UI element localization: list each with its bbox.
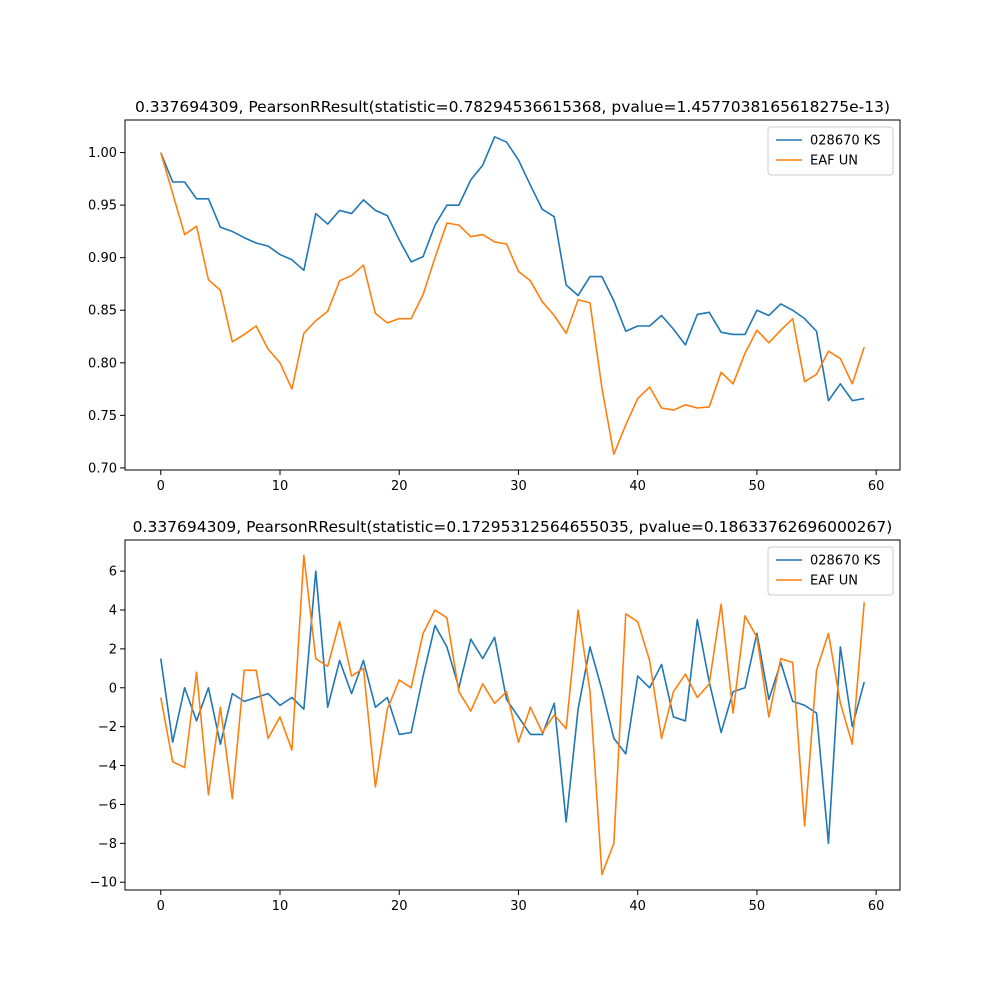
y-tick-label: 0.70 xyxy=(88,461,117,476)
y-tick-label: −2 xyxy=(98,720,117,735)
legend-label: 028670 KS xyxy=(810,554,881,569)
axes-frame xyxy=(124,539,901,891)
series-line-0 xyxy=(159,570,866,845)
y-tick-label: 0 xyxy=(109,681,117,696)
x-tick-label: 40 xyxy=(629,899,646,914)
y-tick-label: 2 xyxy=(109,642,117,657)
y-tick-label: 0.80 xyxy=(88,356,117,371)
x-tick-label: 40 xyxy=(629,479,646,494)
x-tick-label: 20 xyxy=(391,899,408,914)
x-tick-label: 30 xyxy=(510,479,527,494)
series-line-0 xyxy=(160,136,865,402)
y-tick-label: 1.00 xyxy=(88,146,117,161)
chart-top: 0.337694309, PearsonRResult(statistic=0.… xyxy=(88,98,901,494)
legend-label: EAF UN xyxy=(810,574,858,589)
y-tick-label: −10 xyxy=(90,876,117,891)
y-tick-label: 0.95 xyxy=(88,199,117,214)
legend-label: EAF UN xyxy=(810,154,858,169)
y-tick-label: 0.85 xyxy=(88,304,117,319)
y-tick-label: 4 xyxy=(109,604,117,619)
axes-frame xyxy=(124,119,901,471)
x-tick-label: 60 xyxy=(868,899,885,914)
x-tick-label: 0 xyxy=(157,899,165,914)
x-tick-label: 50 xyxy=(749,479,766,494)
x-tick-label: 10 xyxy=(272,479,289,494)
x-tick-label: 30 xyxy=(510,899,527,914)
x-tick-label: 20 xyxy=(391,479,408,494)
chart-title: 0.337694309, PearsonRResult(statistic=0.… xyxy=(133,518,893,536)
x-tick-label: 50 xyxy=(749,899,766,914)
y-tick-label: 6 xyxy=(109,565,117,580)
y-tick-label: 0.90 xyxy=(88,251,117,266)
y-tick-label: 0.75 xyxy=(88,409,117,424)
chart-title: 0.337694309, PearsonRResult(statistic=0.… xyxy=(135,98,890,116)
x-tick-label: 10 xyxy=(272,899,289,914)
y-tick-label: −4 xyxy=(98,759,117,774)
y-tick-label: −6 xyxy=(98,798,117,813)
series-line-1 xyxy=(159,554,866,876)
chart-bottom: 0.337694309, PearsonRResult(statistic=0.… xyxy=(90,518,901,914)
legend xyxy=(767,126,894,176)
legend xyxy=(767,546,894,596)
x-tick-label: 60 xyxy=(868,479,885,494)
y-tick-label: −8 xyxy=(98,837,117,852)
x-tick-label: 0 xyxy=(157,479,165,494)
legend-label: 028670 KS xyxy=(810,134,881,149)
series-line-1 xyxy=(160,152,865,456)
